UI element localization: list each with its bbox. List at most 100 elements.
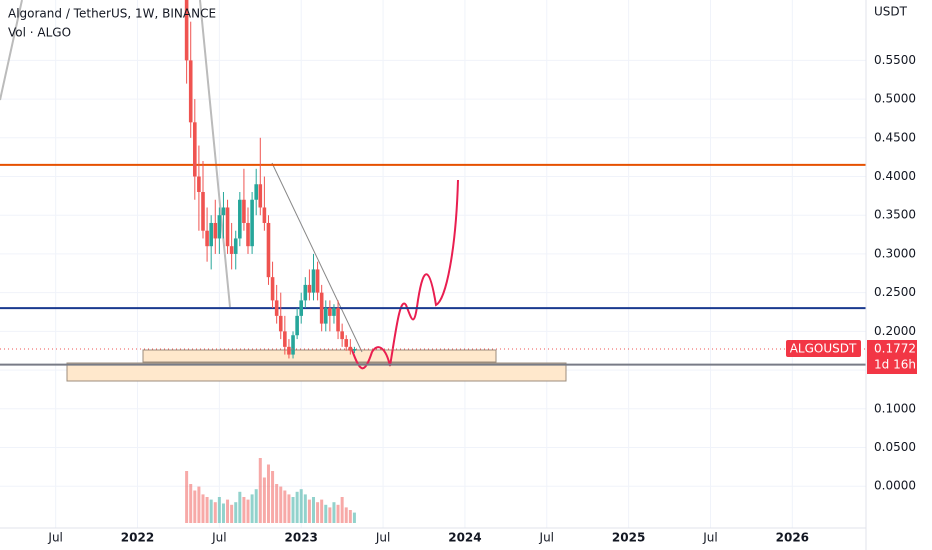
volume-bar xyxy=(238,491,242,523)
trend-curve xyxy=(0,0,231,308)
volume-bar xyxy=(185,471,189,523)
candle-body xyxy=(184,0,189,61)
grid xyxy=(0,0,866,528)
x-tick-label: Jul xyxy=(539,531,554,545)
y-tick-label: 0.5500 xyxy=(874,53,916,67)
volume-bar xyxy=(230,504,234,523)
symbol-tag xyxy=(786,340,861,358)
volume-bar xyxy=(242,497,246,523)
candle-body xyxy=(291,335,295,355)
candle-body xyxy=(201,192,205,231)
symbol-label: ALGOUSDT xyxy=(790,342,857,356)
volume-bar xyxy=(246,499,250,523)
volume-bar xyxy=(266,464,270,523)
price-label: 0.1772 xyxy=(874,342,916,356)
countdown-label: 1d 16h xyxy=(874,358,916,372)
volume-bar xyxy=(213,502,217,523)
volume-bar xyxy=(250,494,254,523)
volume-bar xyxy=(234,502,238,523)
volume-label: Vol · ALGO xyxy=(8,26,71,40)
volume-bar xyxy=(189,484,193,523)
candle-body xyxy=(328,308,332,316)
candle-body xyxy=(205,230,209,247)
candle-body xyxy=(299,300,304,316)
candle-body xyxy=(238,199,242,239)
candle-body xyxy=(258,184,263,208)
y-tick-label: 0.4000 xyxy=(874,169,916,183)
zone-box xyxy=(142,349,497,363)
y-tick-label: 0.2500 xyxy=(874,285,916,299)
volume-bar xyxy=(324,504,328,523)
y-tick-label: 0.3000 xyxy=(874,246,916,260)
volume-bar xyxy=(217,497,221,523)
price-tag xyxy=(867,340,917,375)
candle-body xyxy=(221,207,226,216)
volume-bar xyxy=(193,490,197,523)
volume-bar xyxy=(320,499,324,523)
volume-bar xyxy=(295,491,299,523)
volume-bar xyxy=(254,489,258,523)
y-tick-label: 0.3500 xyxy=(874,208,916,222)
candle-body xyxy=(242,199,246,223)
candle-body xyxy=(262,207,267,223)
candle-body xyxy=(283,331,287,347)
trend-line xyxy=(271,162,363,353)
volume-bar xyxy=(291,497,295,523)
volume-bar xyxy=(271,471,275,523)
plot xyxy=(0,0,866,523)
candle-body xyxy=(188,60,193,123)
candle-body xyxy=(332,308,336,316)
candle-body xyxy=(344,339,349,347)
candle-body xyxy=(336,308,340,332)
candle-body xyxy=(233,238,238,254)
volume-bar xyxy=(283,490,287,523)
candle-body xyxy=(348,346,353,351)
x-tick-label: 2022 xyxy=(121,531,154,545)
candle-body xyxy=(197,176,201,192)
chart-title: Algorand / TetherUS, 1W, BINANCE xyxy=(8,7,216,21)
y-tick-label: 0.2000 xyxy=(874,324,916,338)
candle-body xyxy=(193,122,197,177)
axis: 0.00000.05000.10000.15000.20000.25000.30… xyxy=(47,53,917,545)
candle-body xyxy=(295,315,299,336)
volume-bar xyxy=(279,486,283,523)
candle-body xyxy=(319,292,324,324)
x-tick-label: 2024 xyxy=(448,531,481,545)
candle-body xyxy=(270,277,275,301)
volume-bar xyxy=(303,494,307,523)
volume-bar xyxy=(336,504,340,523)
candle-body xyxy=(209,222,213,247)
candle-body xyxy=(274,300,279,316)
volume-bar xyxy=(197,486,201,523)
candle-body xyxy=(250,199,254,247)
candle-body xyxy=(287,346,291,355)
volume-bar xyxy=(299,489,303,523)
candle-body xyxy=(307,284,312,293)
volume-bar xyxy=(205,497,209,523)
candle-body xyxy=(323,308,328,324)
candle-body xyxy=(340,331,344,340)
candle-body xyxy=(266,222,271,278)
volume-bar xyxy=(226,499,230,523)
candle-body xyxy=(278,315,283,332)
x-tick-label: Jul xyxy=(375,531,390,545)
x-tick-label: Jul xyxy=(47,531,62,545)
volume-bar xyxy=(221,503,225,523)
volume-bar xyxy=(275,484,279,523)
y-tick-label: 0.0000 xyxy=(874,479,916,493)
y-tick-label: 0.0500 xyxy=(874,440,916,454)
candle-body xyxy=(303,284,308,301)
candle-body xyxy=(311,269,316,293)
volume-bar xyxy=(287,494,291,523)
x-tick-label: 2025 xyxy=(612,531,645,545)
candle-body xyxy=(352,349,357,351)
zone-box xyxy=(66,362,567,382)
x-tick-label: Jul xyxy=(211,531,226,545)
candle-body xyxy=(246,222,250,247)
y-tick-label: 0.1000 xyxy=(874,401,916,415)
y-tick-label: 0.4500 xyxy=(874,130,916,144)
x-tick-label: Jul xyxy=(702,531,717,545)
volume-bar xyxy=(307,499,311,523)
volume-bar xyxy=(201,494,205,523)
